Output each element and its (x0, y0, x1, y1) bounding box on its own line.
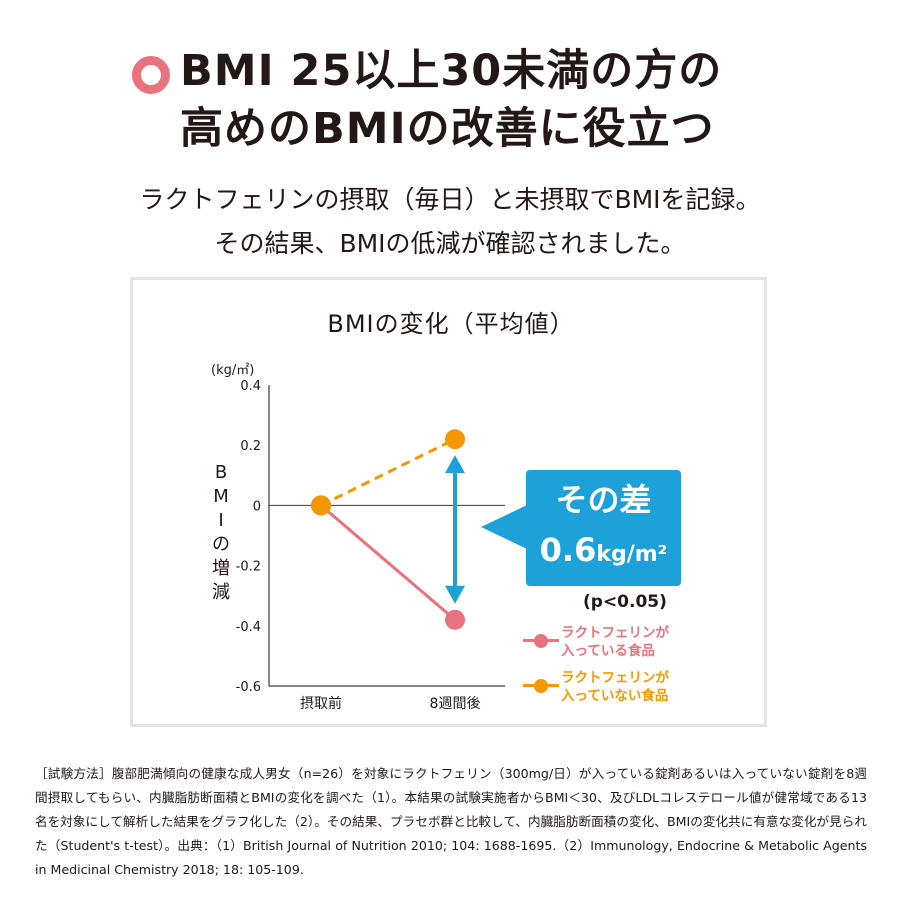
y-tick-label: -0.6 (236, 680, 261, 695)
y-tick-label: 0.4 (240, 379, 261, 394)
circle-bullet-icon (132, 56, 170, 94)
y-tick-label: -0.2 (236, 560, 261, 575)
legend-label-line: ラクトフェリンが (561, 670, 669, 686)
y-axis-unit: (kg/㎡) (211, 363, 254, 378)
y-axis-label-char: 増 (212, 558, 230, 579)
difference-arrow-head-up (445, 455, 465, 474)
legend-label-line: 入っている食品 (561, 643, 655, 659)
data-point-placebo (445, 429, 465, 450)
subtitle-line-1: ラクトフェリンの摂取（毎日）と未摂取でBMIを記録。 (139, 185, 761, 214)
legend-label-line: ラクトフェリンが (561, 625, 669, 641)
headline-line-1: BMI 25以上30未満の方の (180, 46, 723, 96)
data-point-lactoferrin (445, 609, 465, 630)
y-axis-label-char: の (212, 534, 230, 555)
difference-number: 0.6 (539, 531, 597, 569)
legend-swatch-orange (523, 679, 559, 693)
y-tick-label: -0.4 (236, 620, 261, 635)
series-line-lactoferrin (320, 504, 456, 621)
y-axis-label-char: I (218, 510, 223, 531)
difference-arrow-head-down (445, 585, 465, 604)
legend-label-line: 入っていない食品 (561, 688, 669, 704)
y-tick-label: 0.2 (240, 439, 261, 454)
callout-pointer (481, 505, 527, 549)
bmi-change-chart: BMIの変化（平均値） (kg/㎡)0.4 0.2 0 -0.2 -0.4 -0.6 BMIの… (211, 310, 574, 712)
difference-label: その差 (555, 481, 652, 519)
data-point-placebo (311, 495, 331, 516)
headline-line-2: 高めのBMIの改善に役立つ (180, 104, 715, 154)
legend-label-placebo: ラクトフェリンが 入っていない食品 (561, 669, 721, 705)
p-value: (p<0.05) (583, 592, 667, 612)
y-tick-label: 0 (253, 499, 261, 514)
subtitle-line-2: その結果、BMIの低減が確認されました。 (214, 229, 686, 258)
chart-title: BMIの変化（平均値） (327, 310, 574, 338)
y-axis-label-char: M (213, 486, 229, 507)
legend-item-placebo: ラクトフェリンが 入っていない食品 (523, 669, 723, 709)
legend-label-lactoferrin: ラクトフェリンが 入っている食品 (561, 624, 721, 660)
difference-value: 0.6kg/m² (526, 528, 681, 577)
legend-swatch-pink (523, 634, 559, 648)
series-line-placebo (320, 437, 456, 507)
x-tick-label: 8週間後 (430, 696, 481, 712)
difference-unit: kg/m² (596, 542, 668, 567)
y-axis-label-char: 減 (212, 582, 230, 603)
y-axis-label-char: B (215, 462, 227, 483)
footnote: ［試験方法］腹部肥満傾向の健康な成人男女（n=26）を対象にラクトフェリン（30… (35, 766, 867, 877)
legend-item-lactoferrin: ラクトフェリンが 入っている食品 (523, 624, 723, 664)
difference-callout: その差 0.6kg/m² (526, 470, 681, 586)
x-tick-label: 摂取前 (300, 695, 342, 712)
